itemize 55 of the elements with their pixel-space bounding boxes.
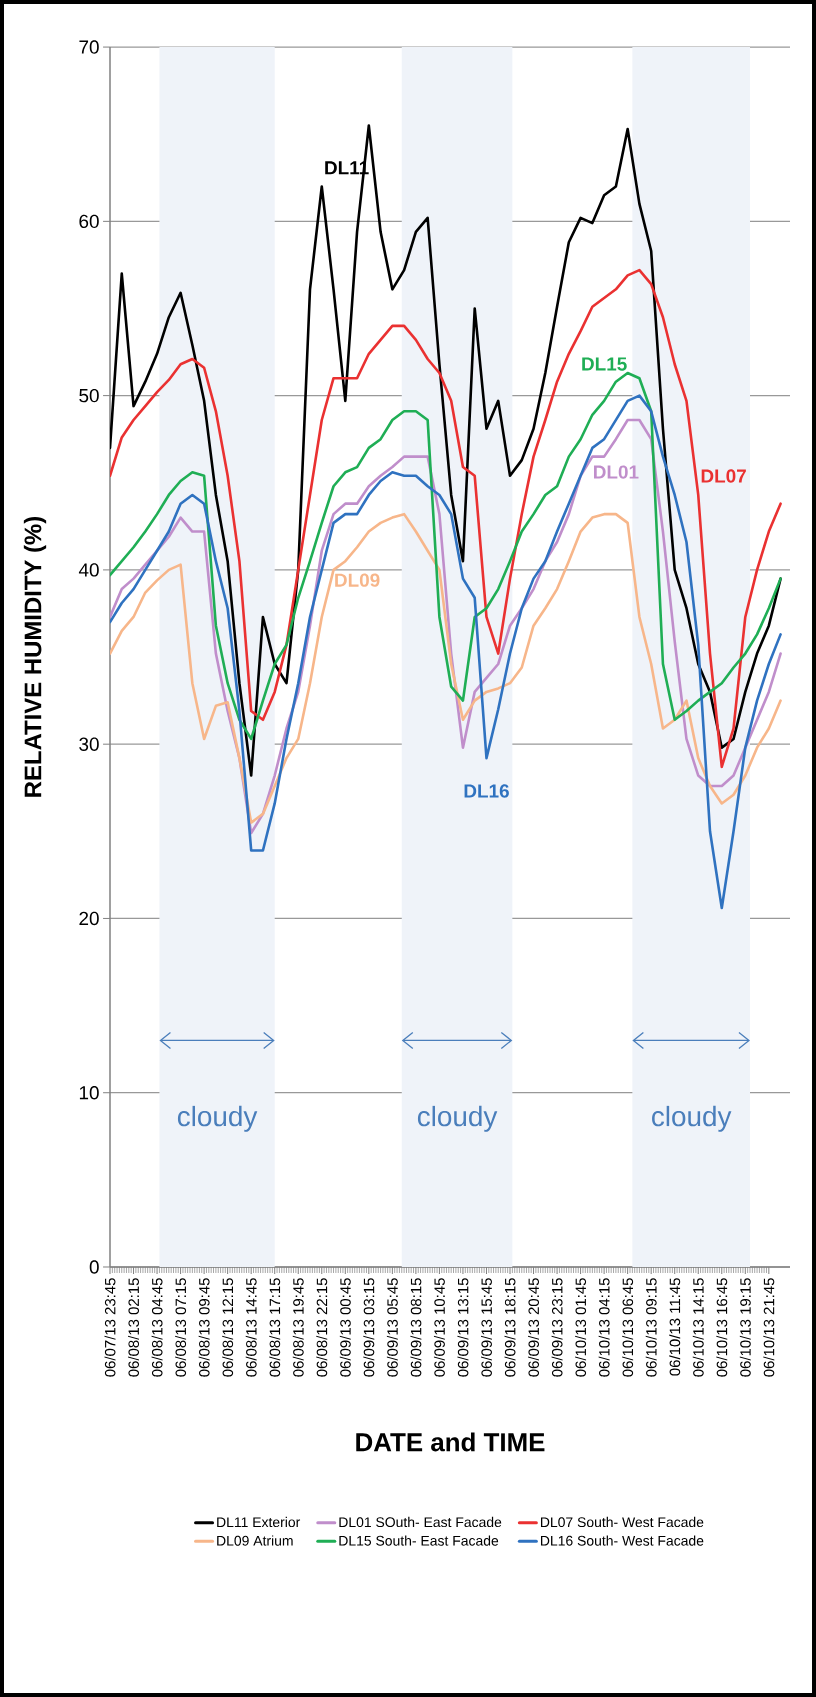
x-tick-label: 06/07/13 23:45	[104, 1278, 116, 1377]
x-tick-label: 06/10/13 04:15	[598, 1278, 610, 1377]
x-tick-label: 06/08/13 22:15	[316, 1278, 328, 1377]
x-tick-label: 06/10/13 16:45	[716, 1278, 728, 1377]
x-tick-label: 06/09/13 23:15	[551, 1278, 563, 1377]
y-tick-label: 60	[79, 214, 99, 229]
y-tick-label: 10	[79, 1086, 99, 1100]
legend-label: DL07 South- West Facade	[541, 1516, 704, 1528]
x-tick-label: 06/09/13 05:45	[386, 1278, 398, 1377]
x-tick-label: 06/10/13 06:45	[622, 1278, 634, 1377]
annotation: DL01	[594, 465, 639, 479]
y-tick-label: 50	[79, 388, 99, 403]
y-tick-label: 20	[79, 911, 99, 926]
x-tick-label: 06/09/13 13:15	[457, 1278, 469, 1377]
x-tick-label: 06/09/13 00:45	[339, 1278, 351, 1377]
line-series	[110, 124, 782, 777]
x-tick-label: 06/08/13 07:15	[175, 1278, 187, 1377]
x-tick-label: 06/09/13 15:45	[480, 1278, 492, 1377]
x-tick-label: 06/10/13 21:45	[763, 1278, 775, 1377]
annotation: DL07	[701, 469, 746, 483]
x-tick-label: 06/08/13 12:15	[222, 1278, 234, 1377]
x-tick-label: 06/09/13 08:15	[410, 1278, 422, 1377]
y-axis-title: RELATIVE HUMIDITY (%)	[23, 517, 47, 797]
x-tick-label: 06/09/13 03:15	[363, 1278, 375, 1377]
y-tick-label: 40	[78, 563, 99, 577]
x-tick-label: 06/08/13 09:45	[198, 1278, 210, 1377]
annotation: DL15	[582, 357, 627, 371]
band-label: cloudy	[177, 1105, 258, 1132]
band-label: cloudy	[652, 1105, 732, 1132]
x-tick-label: 06/08/13 19:45	[292, 1278, 304, 1377]
annotation: DL09	[335, 573, 380, 587]
legend-label: DL01 SOuth- East Facade	[339, 1516, 502, 1528]
x-tick-label: 06/10/13 11:45	[669, 1278, 681, 1376]
x-tick-label: 06/09/13 10:45	[433, 1278, 445, 1377]
y-tick-label: 70	[79, 40, 99, 54]
legend-label: DL15 South- East Facade	[339, 1535, 499, 1546]
x-tick-label: 06/10/13 09:15	[645, 1278, 657, 1377]
x-tick-label: 06/09/13 18:15	[504, 1278, 516, 1377]
x-tick-label: 06/08/13 04:45	[151, 1278, 163, 1377]
band-label: cloudy	[417, 1105, 498, 1132]
y-tick-label: 30	[79, 737, 99, 751]
x-tick-label: 06/10/13 01:45	[575, 1278, 587, 1377]
annotation: DL16	[464, 784, 509, 798]
legend-label: DL16 South- West Facade	[541, 1535, 704, 1546]
x-tick-label: 06/08/13 14:45	[245, 1278, 257, 1377]
legend-label: DL11 Exterior	[217, 1516, 301, 1528]
x-tick-label: 06/08/13 17:15	[269, 1278, 281, 1377]
y-tick-label: 0	[89, 1260, 99, 1274]
x-tick-label: 06/08/13 02:15	[128, 1278, 140, 1377]
line-series	[110, 512, 782, 824]
x-tick-label: 06/10/13 14:15	[692, 1278, 704, 1377]
legend-label: DL09 Atrium	[217, 1535, 293, 1546]
x-tick-label: 06/09/13 20:45	[528, 1278, 540, 1377]
x-tick-label: 06/10/13 19:15	[739, 1278, 751, 1377]
x-axis-title: DATE and TIME	[356, 1432, 545, 1452]
